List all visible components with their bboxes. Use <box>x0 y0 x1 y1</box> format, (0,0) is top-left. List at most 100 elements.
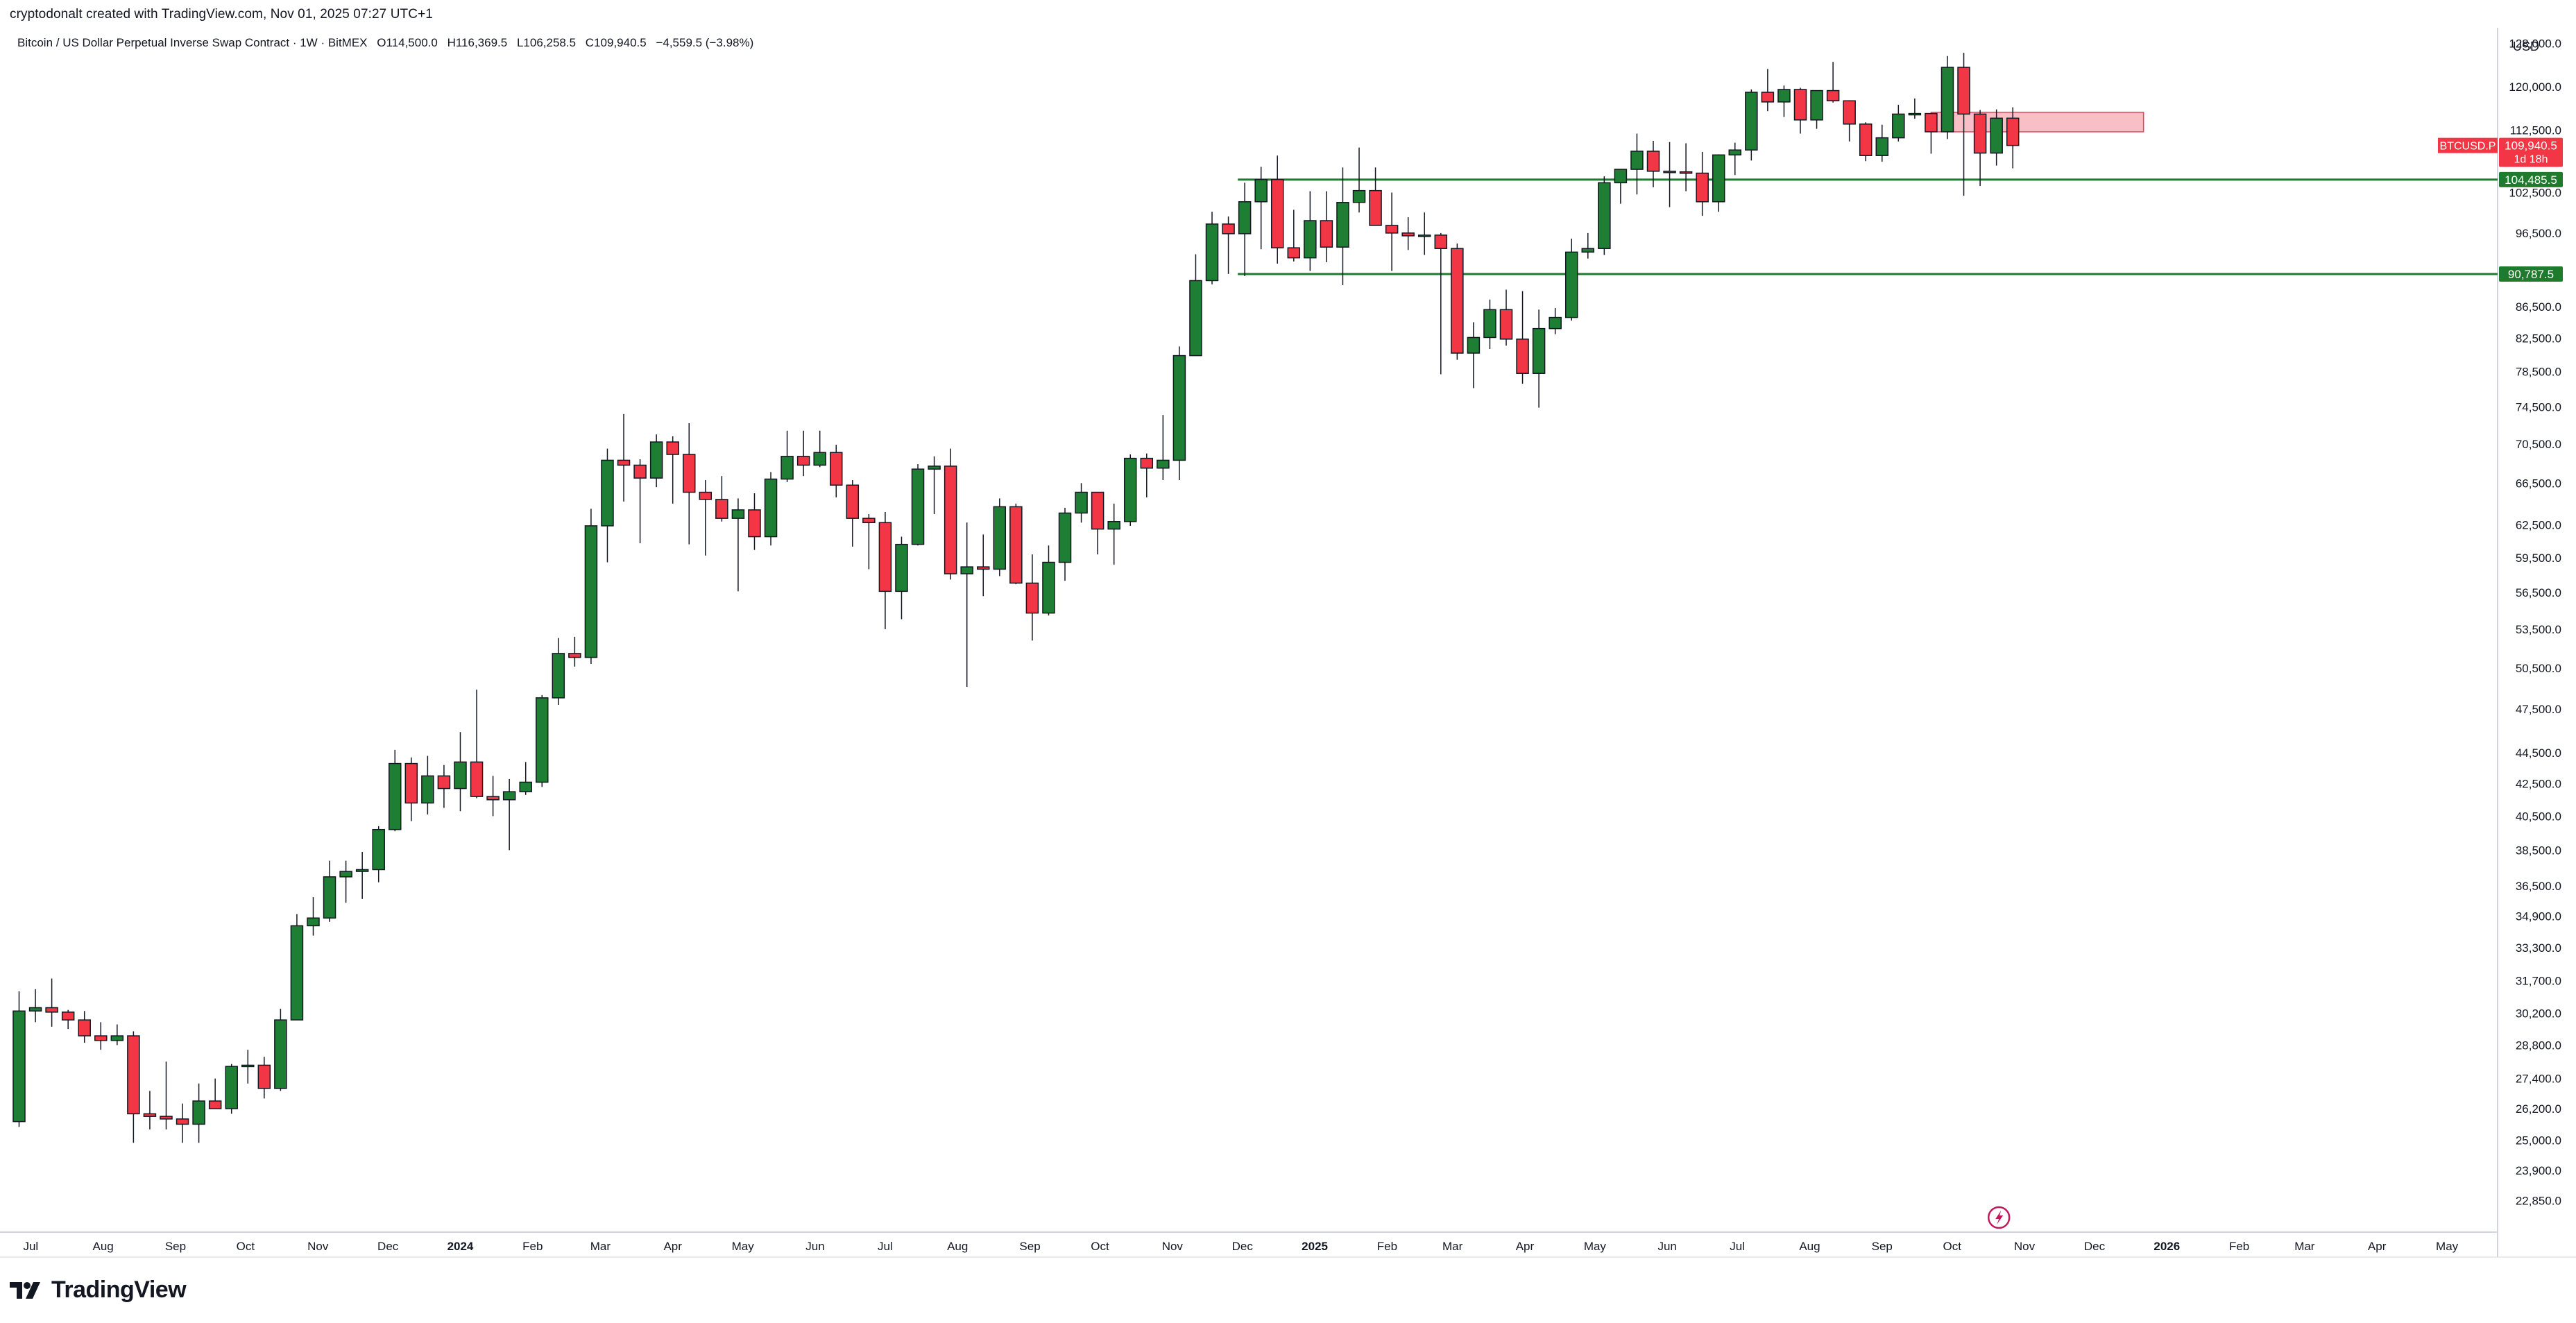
candle-body <box>1483 309 1496 339</box>
tradingview-logo-text: TradingView <box>51 1277 187 1303</box>
candle-body <box>715 499 728 519</box>
time-tick-label: Sep <box>1872 1240 1893 1253</box>
candle-body <box>143 1113 157 1117</box>
price-tick-label: 82,500.0 <box>2516 332 2561 345</box>
candle-body <box>1352 189 1366 203</box>
candle-body <box>617 459 631 466</box>
time-tick-label: Dec <box>2084 1240 2106 1253</box>
candle-body <box>1777 89 1791 103</box>
candle-body <box>536 697 549 783</box>
time-tick-label: Jul <box>23 1240 38 1253</box>
candle-body <box>110 1035 124 1041</box>
candle-body <box>192 1100 205 1125</box>
price-tick-label: 31,700.0 <box>2516 975 2561 988</box>
candle-body <box>61 1012 75 1021</box>
price-tick-label: 38,500.0 <box>2516 844 2561 857</box>
time-tick-label: Nov <box>1162 1240 1184 1253</box>
time-tick-label: Mar <box>1442 1240 1463 1253</box>
time-tick-label: May <box>2436 1240 2459 1253</box>
price-tick-label: 66,500.0 <box>2516 477 2561 490</box>
candle-body <box>1940 67 1954 133</box>
candle-body <box>1287 247 1301 259</box>
candle-body <box>1451 248 1464 354</box>
chart-frame <box>0 28 2576 1258</box>
time-tick-label: Nov <box>2014 1240 2036 1253</box>
tradingview-logo-icon <box>10 1281 40 1299</box>
candle-body <box>1793 89 1807 121</box>
price-tick-label: 36,500.0 <box>2516 880 2561 893</box>
candle-body <box>1222 223 1235 234</box>
candle-body <box>290 925 304 1021</box>
resistance-zone-layer <box>1930 112 2144 133</box>
price-tick-label: 26,200.0 <box>2516 1102 2561 1116</box>
time-tick-label: Nov <box>307 1240 329 1253</box>
candle-body <box>830 452 843 486</box>
price-tick-label: 42,500.0 <box>2516 778 2561 791</box>
legend-high: H116,369.5 <box>447 36 508 49</box>
candle-body <box>486 796 500 801</box>
candle-body <box>274 1019 287 1089</box>
candle-body <box>1908 112 1922 116</box>
time-tick-label: Jul <box>1730 1240 1745 1253</box>
candle-body <box>1009 506 1023 584</box>
candle-body <box>1892 113 1905 139</box>
level-price-badge <box>2499 266 2563 282</box>
candle-body <box>1401 232 1415 237</box>
candle-body <box>1042 561 1055 614</box>
candle-body <box>372 828 385 871</box>
candle-body <box>241 1064 255 1068</box>
time-tick-label: Aug <box>93 1240 114 1253</box>
candle-body <box>1925 112 1938 133</box>
candle-body <box>683 454 696 493</box>
candle-body <box>1957 67 1970 115</box>
candle-body <box>666 441 679 455</box>
candle-body <box>355 869 369 872</box>
price-tick-label: 33,300.0 <box>2516 941 2561 955</box>
price-tick-label: 112,500.0 <box>2510 123 2561 137</box>
candle-body <box>1581 248 1595 253</box>
candle-body <box>1810 89 1823 121</box>
symbol-name-badge-text: BTCUSD.P <box>2440 141 2496 153</box>
event-markers <box>1987 1206 2011 1229</box>
candle-body <box>1745 92 1758 151</box>
candle-body <box>1843 100 1856 125</box>
candle-body <box>1336 202 1349 248</box>
resistance-zone-box <box>1930 112 2144 133</box>
candle-body <box>1270 179 1284 248</box>
time-tick-label: Oct <box>237 1240 255 1253</box>
time-tick-label: Apr <box>1516 1240 1535 1253</box>
candle-body <box>568 653 581 658</box>
candle-body <box>1663 171 1676 173</box>
candle-body <box>1320 220 1333 248</box>
candle-body <box>960 566 973 574</box>
candle-body <box>764 478 778 538</box>
legend-open: O114,500.0 <box>377 36 438 49</box>
candle-body <box>976 566 990 570</box>
candle-body <box>633 464 647 479</box>
candle-body <box>160 1116 173 1120</box>
candle-body <box>208 1100 222 1109</box>
candle-body <box>1304 220 1317 259</box>
candle-body <box>45 1007 58 1013</box>
candle-body <box>584 525 598 658</box>
price-tick-label: 34,900.0 <box>2516 910 2561 923</box>
time-tick-label: Sep <box>1019 1240 1040 1253</box>
candle-body <box>1614 169 1628 184</box>
candle-body <box>94 1035 108 1041</box>
time-tick-label: 2024 <box>447 1240 474 1253</box>
price-tick-label: 23,900.0 <box>2516 1164 2561 1177</box>
price-tick-label: 96,500.0 <box>2516 227 2561 240</box>
time-tick-label: May <box>732 1240 755 1253</box>
candle-body <box>796 456 810 466</box>
candle-body <box>1091 491 1104 530</box>
price-tick-label: 40,500.0 <box>2516 810 2561 823</box>
time-tick-label: Oct <box>1943 1240 1961 1253</box>
candle-body <box>1679 171 1693 174</box>
candle-body <box>1728 149 1742 156</box>
tradingview-logo[interactable]: TradingView <box>10 1277 187 1304</box>
candle-body <box>1712 154 1725 203</box>
candle-body <box>519 781 532 792</box>
candle-body <box>1238 201 1252 234</box>
level-price-badge <box>2499 171 2563 187</box>
